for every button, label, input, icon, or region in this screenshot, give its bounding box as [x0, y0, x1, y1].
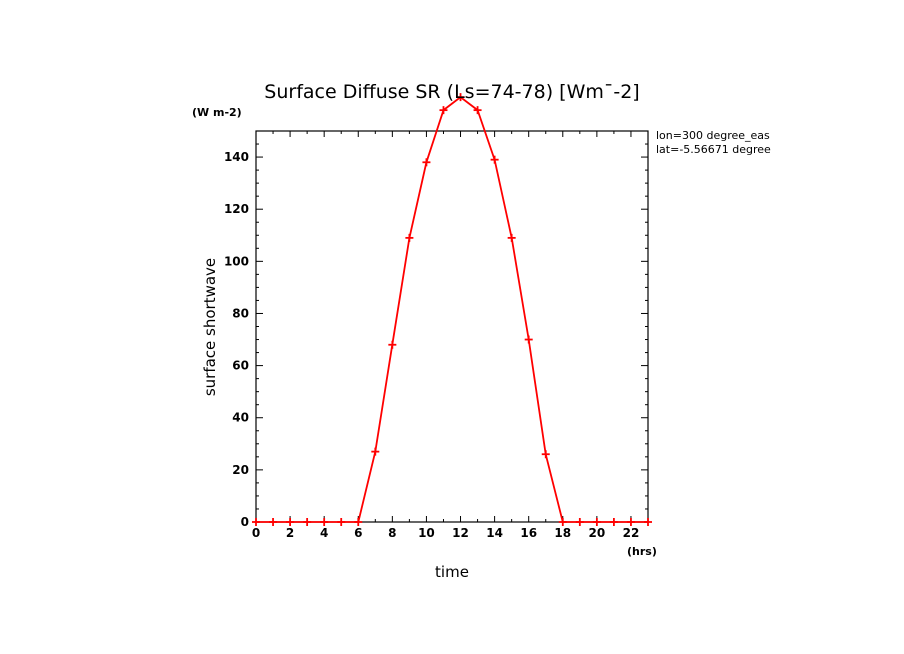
series-group — [252, 93, 652, 526]
data-point-marker — [575, 518, 584, 526]
data-point-marker — [490, 155, 499, 164]
x-tick-label: 16 — [520, 526, 537, 540]
y-tick-label: 120 — [224, 202, 249, 216]
y-axis-units: (W m-2) — [192, 106, 242, 119]
data-point-marker — [507, 233, 516, 242]
data-point-marker — [609, 518, 618, 526]
y-tick-label: 60 — [232, 359, 249, 373]
x-tick-label: 22 — [623, 526, 640, 540]
x-axis-title: time — [435, 563, 469, 581]
annotation-longitude: lon=300 degree_eas — [656, 129, 770, 142]
series-line — [256, 95, 648, 523]
data-point-marker — [252, 518, 260, 526]
y-axis-title: surface shortwave — [201, 258, 219, 396]
data-point-marker — [388, 340, 397, 349]
data-point-marker — [456, 93, 465, 102]
x-tick-label: 2 — [286, 526, 294, 540]
y-tick-label: 100 — [224, 254, 249, 268]
x-tick-label: 20 — [589, 526, 606, 540]
data-point-marker — [269, 518, 278, 526]
data-point-marker — [524, 335, 533, 344]
data-point-marker — [473, 106, 482, 115]
data-point-marker — [354, 518, 363, 526]
x-axis-units: (hrs) — [627, 545, 657, 558]
data-point-marker — [422, 158, 431, 167]
data-point-marker — [337, 518, 346, 526]
data-point-marker — [371, 447, 380, 456]
chart-title: Surface Diffuse SR (Ls=74-78) [Wm¯-2] — [264, 81, 639, 103]
y-tick-label: 20 — [232, 463, 249, 477]
data-point-marker — [592, 518, 601, 526]
data-point-marker — [644, 518, 652, 526]
y-tick-label: 0 — [241, 515, 249, 529]
x-tick-label: 6 — [354, 526, 362, 540]
y-tick-label: 140 — [224, 150, 249, 164]
data-point-marker — [439, 106, 448, 115]
annotation-latitude: lat=-5.56671 degree — [656, 143, 771, 156]
x-tick-label: 4 — [320, 526, 328, 540]
x-tick-label: 14 — [486, 526, 503, 540]
x-tick-label: 18 — [554, 526, 571, 540]
data-point-marker — [626, 518, 635, 526]
y-tick-label: 40 — [232, 411, 249, 425]
x-tick-label: 8 — [388, 526, 396, 540]
data-point-marker — [303, 518, 312, 526]
x-tick-label: 10 — [418, 526, 435, 540]
data-point-marker — [320, 518, 329, 526]
data-point-marker — [541, 450, 550, 459]
y-tick-label: 80 — [232, 306, 249, 320]
x-tick-label: 0 — [252, 526, 260, 540]
plot-frame — [255, 130, 649, 523]
data-point-marker — [558, 518, 567, 526]
x-tick-label: 12 — [452, 526, 469, 540]
data-point-marker — [405, 233, 414, 242]
data-point-marker — [286, 518, 295, 526]
